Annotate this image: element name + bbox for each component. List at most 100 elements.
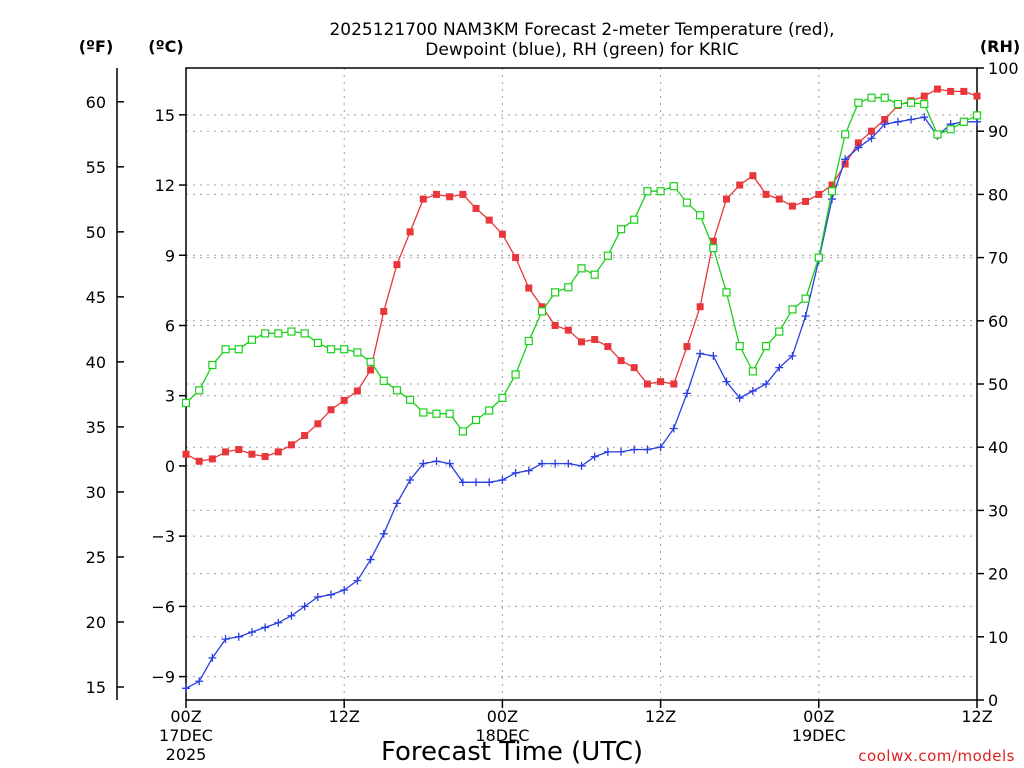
rh-point [366,357,375,366]
temperature-point [657,378,665,386]
dewpoint-point [682,389,691,398]
rh-point [379,376,388,385]
rh-point [353,348,362,357]
rh-tick-label: 60 [988,312,1008,331]
rh-point [537,307,547,316]
temperature-point [327,406,335,414]
f-tick-label: 20 [86,613,106,632]
x-tick-label-time: 12Z [329,707,360,726]
temperature-point [630,364,638,372]
c-tick-label: 6 [165,316,175,335]
f-tick-label: 35 [86,418,106,437]
temperature-point [881,115,889,123]
x-tick-label-time: 00Z [803,707,834,726]
dewpoint-point [406,475,415,484]
rh-point [696,211,705,220]
temperature-point [604,343,612,351]
temperature-point [248,450,256,458]
rh-point [274,329,283,338]
c-tick-label: 3 [165,387,175,406]
rh-point [630,215,639,224]
rh-point [841,130,850,139]
temperature-point [828,181,836,189]
rh-tick-label: 100 [988,59,1019,78]
dewpoint-point [274,618,283,627]
x-axis-label: Forecast Time (UTC) [381,737,643,767]
rh-point [300,329,309,338]
rh-point [735,341,744,351]
temperature-point [525,284,533,292]
dewpoint-point [748,387,757,396]
c-tick-label: −3 [151,527,175,546]
dewpoint-point [735,394,744,403]
rh-point [775,327,784,336]
rh-point [551,288,560,297]
dewpoint-point [208,653,217,662]
rh-point [801,294,810,303]
temperature-point [854,139,862,147]
temperature-point [723,195,731,203]
credit-link[interactable]: coolwx.com/models [858,747,1015,765]
rh-unit-label: (RH) [980,37,1020,56]
dewpoint-point [893,117,902,126]
dewpoint-point [907,115,916,124]
rh-point [471,415,481,425]
c-tick-label: 0 [165,457,175,476]
rh-tick-label: 40 [988,438,1008,457]
dewpoint-point [564,459,573,468]
rh-point [498,393,507,403]
chart-title-line2: Dewpoint (blue), RH (green) for KRIC [425,40,738,60]
temperature-point [933,85,941,93]
c-tick-label: −9 [151,668,175,687]
c-tick-label: −6 [151,597,175,616]
temperature-point [841,160,849,168]
x-tick-label-time: 00Z [170,707,201,726]
dewpoint-point [709,351,718,360]
rh-point [722,288,731,297]
f-tick-label: 40 [86,353,106,372]
dewpoint-point [630,445,639,454]
rh-point [880,93,889,102]
temperature-point [617,357,625,365]
rh-point [603,251,612,260]
f-tick-label: 15 [86,678,106,697]
temperature-point [960,87,968,95]
temperature-point [920,92,928,100]
rh-point [511,370,520,379]
rh-point [524,336,533,346]
dewpoint-point [854,143,863,152]
rh-tick-label: 50 [988,375,1008,394]
dewpoint-point [590,452,599,461]
c-tick-label: 15 [155,106,175,125]
dewpoint-point [920,113,929,122]
dewpoint-point [880,120,889,129]
rh-point [590,270,599,279]
x-tick-label-time: 12Z [961,707,992,726]
c-tick-label: 12 [155,176,175,195]
rh-point [234,345,243,354]
temperature-point [340,396,348,404]
rh-point [972,111,982,120]
rh-point [208,360,217,370]
temperature-point [274,448,282,456]
rh-point [340,345,349,354]
dewpoint-point [287,611,296,620]
rh-point [656,187,665,196]
x-tick-label-time: 12Z [645,707,676,726]
temperature-point [380,307,388,315]
dewpoint-point [801,312,810,321]
f-tick-label: 55 [86,158,106,177]
rh-point [906,98,916,107]
rh-tick-label: 20 [988,565,1008,584]
f-tick-label: 45 [86,288,106,307]
temperature-point [775,195,783,203]
x-tick-label-date: 18DEC [475,726,529,745]
dewpoint-point [722,377,731,386]
dewpoint-point [247,628,256,637]
temperature-point [208,455,216,463]
temperature-point [406,228,414,236]
dewpoint-point [327,590,336,599]
dewpoint-point [617,447,626,456]
